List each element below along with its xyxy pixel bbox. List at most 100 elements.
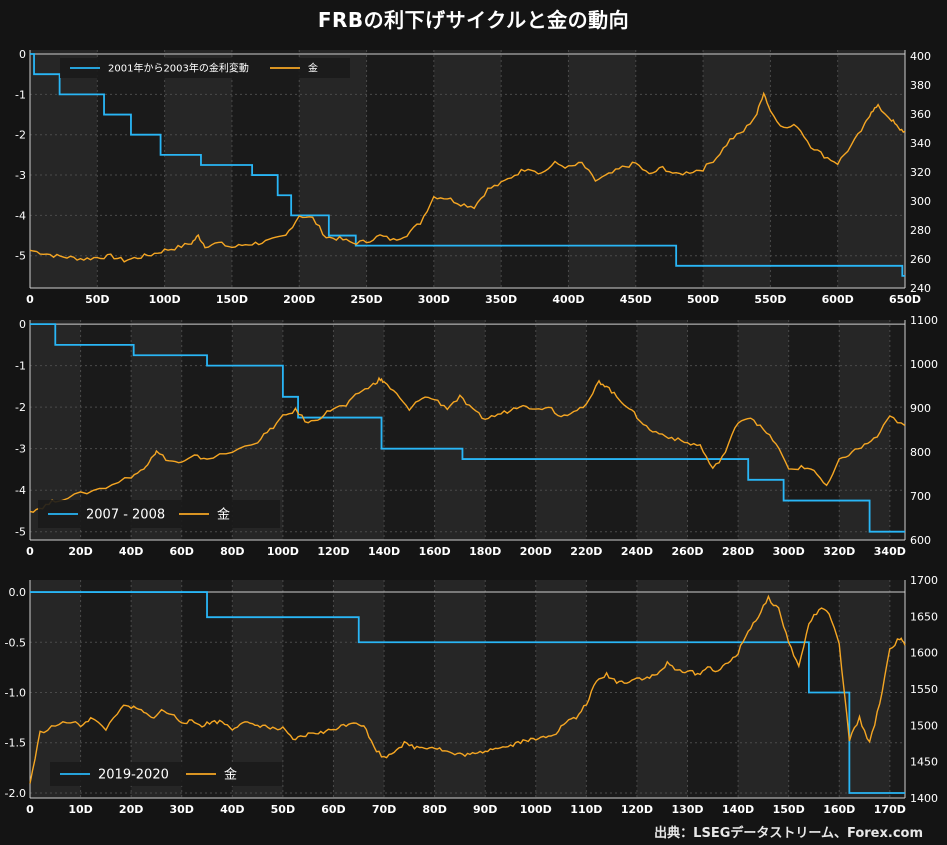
x-tick-label: 320D xyxy=(823,545,855,558)
plot-band xyxy=(889,320,905,540)
rate-series-line xyxy=(30,53,905,277)
plot-band xyxy=(687,580,739,798)
x-tick-label: 70D xyxy=(372,803,396,816)
plot-band xyxy=(164,50,232,288)
right-tick-label: 400 xyxy=(910,50,931,63)
right-tick-label: 320 xyxy=(910,166,931,179)
plot-band xyxy=(703,50,771,288)
left-tick-label: -1 xyxy=(15,360,26,373)
x-tick-label: 120D xyxy=(621,803,653,816)
x-tick-label: 100D xyxy=(149,293,181,306)
right-tick-label: 700 xyxy=(910,490,931,503)
chart-panel-2: 0 -1 -2 -3 -4 -5 600 700 800 900 1000 1100 0 20D 40D 60… xyxy=(15,314,938,558)
plot-band xyxy=(770,50,838,288)
x-tick-label: 250D xyxy=(350,293,382,306)
left-tick-label: -2.0 xyxy=(5,787,26,800)
plot-band xyxy=(485,320,536,540)
plot-band xyxy=(366,50,434,288)
right-tick-label: 900 xyxy=(910,402,931,415)
plot-band xyxy=(30,580,81,798)
x-tick-label: 200D xyxy=(520,545,552,558)
plot-band xyxy=(131,580,182,798)
plot-band xyxy=(434,580,486,798)
right-tick-label: 1550 xyxy=(910,683,938,696)
plot-band xyxy=(635,50,704,288)
legend-box xyxy=(60,58,350,78)
right-tick-label: 1400 xyxy=(910,792,938,805)
x-tick-label: 60D xyxy=(170,545,194,558)
x-tick-label: 650D xyxy=(889,293,921,306)
right-tick-label: 600 xyxy=(910,534,931,547)
right-tick-label: 1450 xyxy=(910,756,938,769)
legend-gold-label: 金 xyxy=(217,507,230,523)
right-tick-label: 380 xyxy=(910,79,931,92)
plot-band xyxy=(636,320,688,540)
plot-band xyxy=(687,320,739,540)
x-tick-label: 0 xyxy=(26,293,34,306)
x-tick-label: 200D xyxy=(283,293,315,306)
plot-band xyxy=(586,580,637,798)
plot-band xyxy=(586,320,637,540)
plot-band xyxy=(837,50,905,288)
x-tick-label: 0 xyxy=(26,545,34,558)
right-tick-label: 1650 xyxy=(910,610,938,623)
x-tick-label: 240D xyxy=(621,545,653,558)
x-tick-label: 600D xyxy=(822,293,854,306)
x-tick-label: 280D xyxy=(722,545,754,558)
plot-band xyxy=(97,50,165,288)
x-tick-label: 140D xyxy=(368,545,400,558)
legend: 2007 - 2008 金 xyxy=(38,500,280,528)
x-tick-label: 120D xyxy=(317,545,349,558)
x-tick-label: 300D xyxy=(418,293,450,306)
rate-series-line xyxy=(30,323,905,533)
x-tick-label: 160D xyxy=(419,545,451,558)
gold-series-line xyxy=(29,91,906,263)
x-tick-label: 170D xyxy=(874,803,906,816)
x-tick-label: 90D xyxy=(473,803,497,816)
legend-rate-label: 2019-2020 xyxy=(98,768,169,783)
x-tick-label: 10D xyxy=(68,803,92,816)
plot-band xyxy=(333,320,385,540)
plot-band xyxy=(839,580,890,798)
legend-gold-label: 金 xyxy=(224,767,237,783)
plot-band xyxy=(282,320,334,540)
plot-band xyxy=(788,580,840,798)
x-tick-label: 130D xyxy=(671,803,703,816)
x-tick-label: 30D xyxy=(170,803,194,816)
x-tick-label: 220D xyxy=(570,545,602,558)
x-tick-label: 100D xyxy=(520,803,552,816)
x-tick-label: 550D xyxy=(754,293,786,306)
left-tick-label: -4 xyxy=(15,209,26,222)
plot-band xyxy=(384,580,435,798)
x-tick-label: 40D xyxy=(119,545,143,558)
source-note: 出典：LSEGデータストリーム、Forex.com xyxy=(654,826,923,841)
right-tick-label: 800 xyxy=(910,446,931,459)
x-tick-label: 0 xyxy=(26,803,34,816)
right-tick-label: 360 xyxy=(910,108,931,121)
plot-band xyxy=(299,50,367,288)
x-tick-label: 450D xyxy=(620,293,652,306)
plot-band xyxy=(839,320,890,540)
left-tick-label: -5 xyxy=(15,526,26,539)
x-tick-label: 100D xyxy=(267,545,299,558)
left-tick-label: -5 xyxy=(15,250,26,263)
left-tick-label: 0 xyxy=(19,318,26,331)
plot-band xyxy=(434,320,486,540)
x-tick-label: 140D xyxy=(722,803,754,816)
plot-band xyxy=(485,580,536,798)
left-tick-label: -1.5 xyxy=(5,737,26,750)
plot-band xyxy=(889,580,905,798)
chart-title: FRBの利下げサイクルと金の動向 xyxy=(317,8,630,32)
x-tick-label: 20D xyxy=(119,803,143,816)
gold-series-line xyxy=(29,376,906,513)
legend-box xyxy=(38,500,280,528)
plot-band xyxy=(282,580,334,798)
chart-panel-3: 0.0 -0.5 -1.0 -1.5 -2.0 1400 1450 1500 1550 1600 1… xyxy=(5,574,938,816)
left-tick-label: -3 xyxy=(15,443,26,456)
left-tick-label: -1 xyxy=(15,88,26,101)
right-tick-label: 1600 xyxy=(910,647,938,660)
legend: 2019-2020 金 xyxy=(50,762,282,786)
x-tick-label: 180D xyxy=(469,545,501,558)
legend-gold-label: 金 xyxy=(308,62,318,75)
